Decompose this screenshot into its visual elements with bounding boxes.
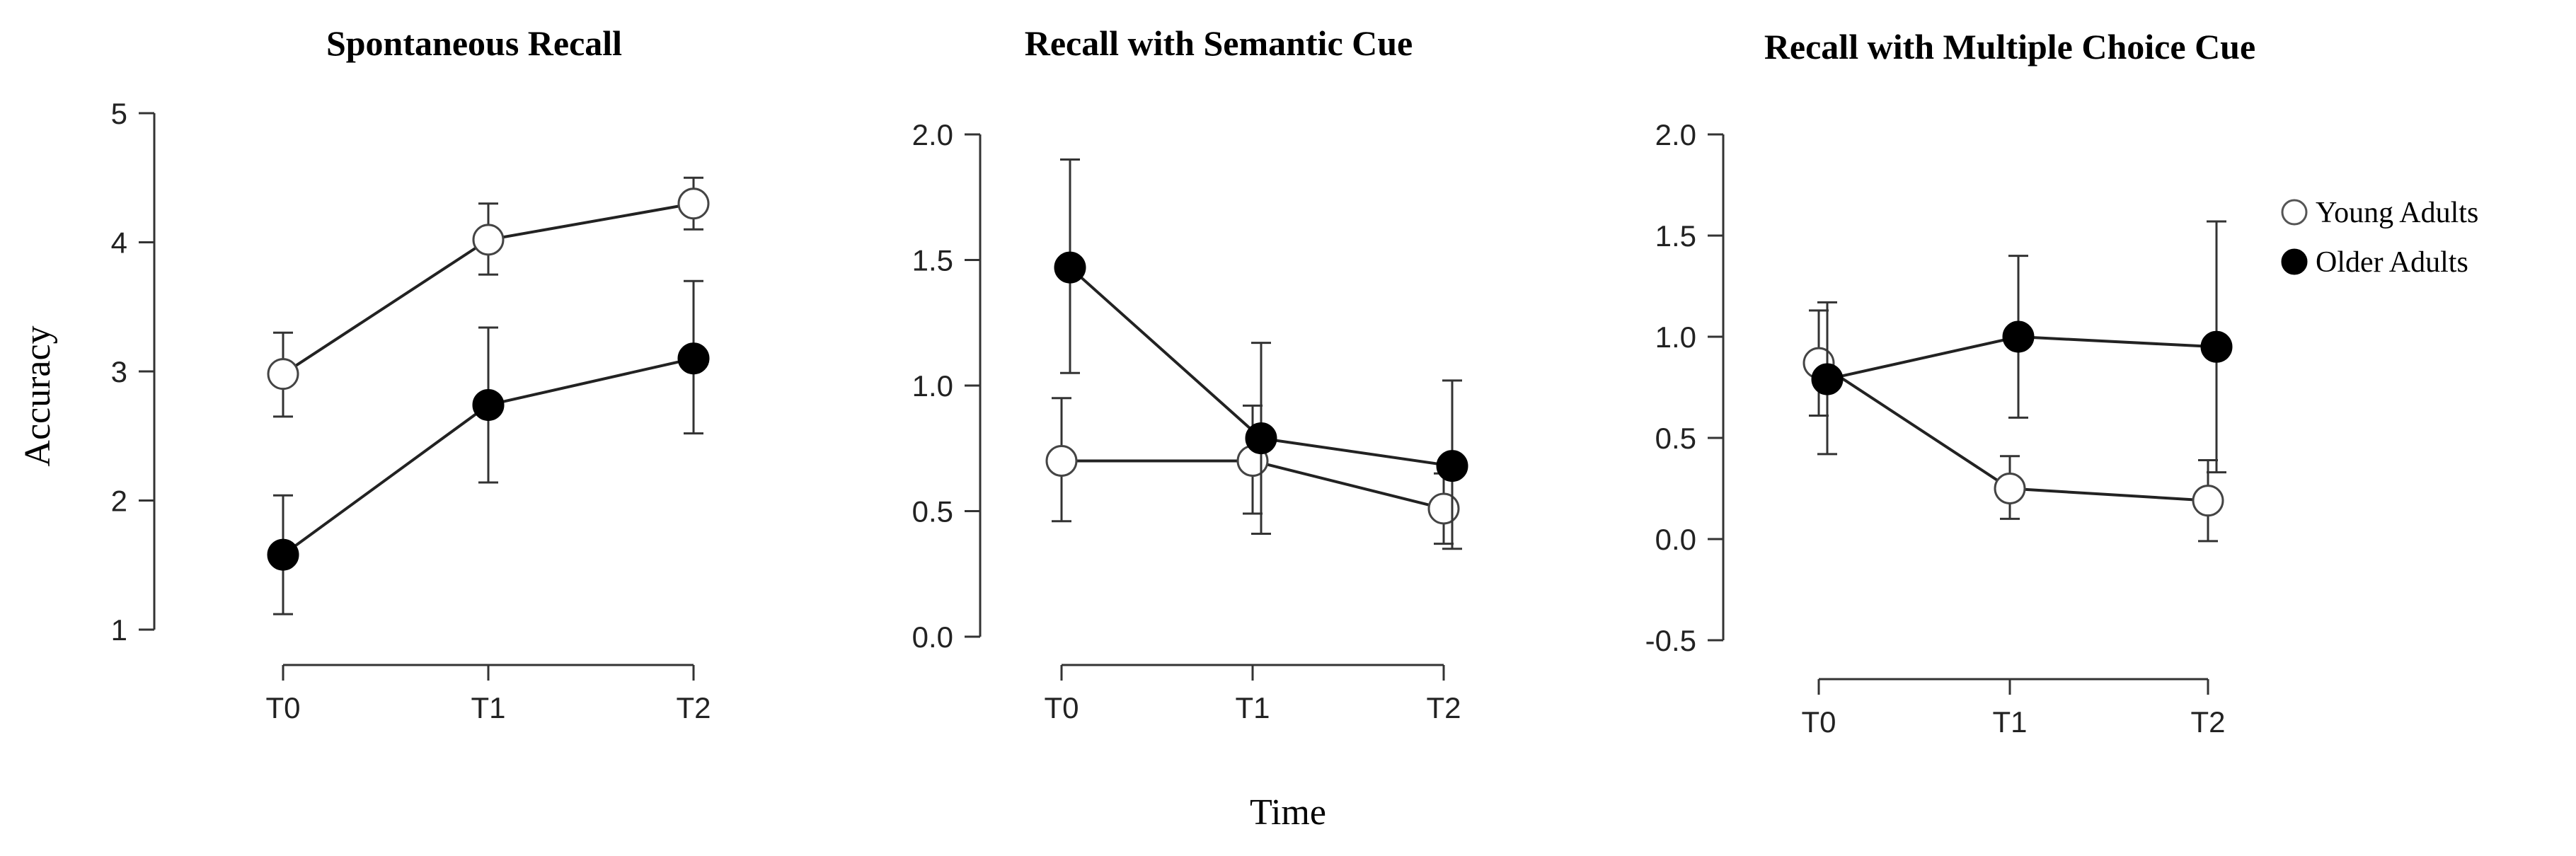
y-tick-label: 0.0 [1655, 523, 1696, 556]
y-tick-label: 0.5 [912, 495, 953, 528]
y-tick-label: 2.0 [1655, 118, 1696, 151]
y-tick-label: 2 [111, 485, 127, 518]
data-point [677, 187, 710, 220]
data-point [1054, 251, 1086, 284]
x-tick-label: T0 [1044, 691, 1079, 724]
x-tick-label: T2 [676, 691, 711, 724]
legend-marker-older-adults [2281, 248, 2308, 275]
x-tick-label: T0 [1801, 705, 1836, 739]
y-tick-label: -0.5 [1645, 624, 1696, 657]
y-tick-label: 1.5 [912, 244, 953, 277]
series-older-adults [1054, 158, 1468, 550]
y-tick-label: 0.0 [912, 620, 953, 654]
y-tick-label: 2.0 [912, 118, 953, 151]
panel-2: Recall with Semantic Cue 0.0 0.5 1.0 1.5 2.0 T… [912, 23, 1468, 724]
y-tick-label: 0.5 [1655, 422, 1696, 455]
legend-label-older-adults: Older Adults [2316, 246, 2468, 279]
x-axis-title: Time [1250, 792, 1326, 833]
series-older-adults [267, 279, 710, 615]
data-point [1427, 492, 1460, 525]
data-point [1436, 450, 1468, 482]
x-tick-label: T1 [471, 691, 505, 724]
data-point [472, 388, 505, 421]
x-tick-label: T2 [1426, 691, 1461, 724]
data-point [1994, 473, 2026, 504]
panel-title: Recall with Multiple Choice Cue [1764, 27, 2255, 66]
y-tick-label: 3 [111, 355, 127, 388]
x-tick-label: T1 [1235, 691, 1270, 724]
data-point [267, 538, 299, 571]
x-tick-label: T1 [1992, 705, 2027, 739]
y-tick-label: 1.0 [912, 369, 953, 403]
x-tick-label: T0 [265, 691, 300, 724]
data-point [1045, 445, 1078, 477]
data-point [1245, 422, 1277, 455]
panel-1: Spontaneous Recall 1 2 3 4 5 T0 T1 T2 [111, 23, 711, 724]
legend-label-young-adults: Young Adults [2316, 197, 2478, 229]
x-tick-label: T2 [2190, 705, 2225, 739]
legend-marker-young-adults [2281, 199, 2308, 226]
panel-3: Recall with Multiple Choice Cue -0.5 0.0 0.… [1645, 27, 2256, 739]
data-point [2192, 485, 2224, 517]
y-axis-title: Accuracy [18, 325, 58, 466]
series-young-adults [1802, 309, 2224, 543]
data-point [267, 358, 299, 391]
y-tick-label: 5 [111, 97, 127, 130]
data-point [2002, 320, 2035, 353]
legend: Young Adults Older Adults [2281, 197, 2478, 279]
y-tick-label: 4 [111, 226, 127, 260]
y-tick-label: 1.0 [1655, 320, 1696, 354]
data-point [677, 342, 710, 375]
series-young-adults [267, 176, 710, 418]
panel-title: Spontaneous Recall [326, 23, 622, 63]
y-tick-label: 1.5 [1655, 219, 1696, 253]
series-young-adults [1045, 397, 1460, 545]
data-point [2200, 330, 2233, 363]
data-point [472, 224, 505, 256]
y-tick-label: 1 [111, 613, 127, 647]
series-older-adults [1811, 220, 2233, 474]
panel-title: Recall with Semantic Cue [1025, 23, 1413, 63]
data-point [1811, 363, 1844, 395]
